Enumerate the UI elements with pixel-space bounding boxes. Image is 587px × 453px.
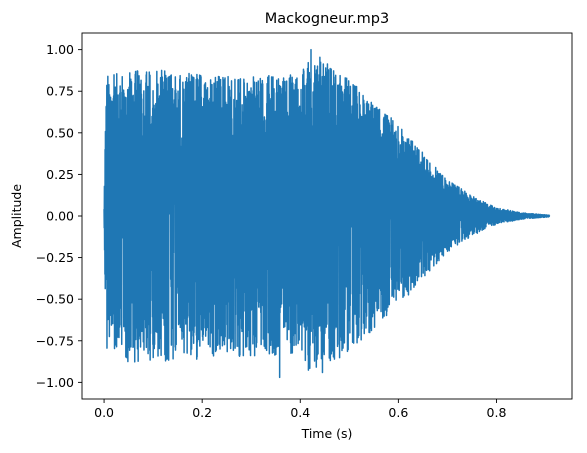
y-axis-label: Amplitude [9, 184, 24, 248]
plot-area [103, 48, 551, 379]
y-tick-label: −1.00 [36, 375, 74, 390]
y-tick-label: 0.00 [46, 209, 74, 224]
y-tick-label: 0.75 [46, 84, 74, 99]
axes: 0.0 0.2 0.4 0.6 0.8 −1.00 −0.75 −0.50 −0.25 0.00 0… [36, 32, 573, 420]
x-tick-label: 0.2 [192, 405, 212, 420]
y-tick-label: 0.50 [46, 125, 74, 140]
y-tick-label: −0.50 [36, 292, 74, 307]
x-tick-label: 0.4 [290, 405, 310, 420]
x-axis-label: Time (s) [301, 426, 353, 441]
chart-title: Mackogneur.mp3 [265, 11, 389, 27]
y-tick-label: −0.25 [36, 250, 74, 265]
x-tick-label: 0.0 [94, 405, 114, 420]
y-tick-label: −0.75 [36, 333, 74, 348]
x-tick-label: 0.8 [487, 405, 507, 420]
x-tick-label: 0.6 [388, 405, 408, 420]
y-tick-label: 1.00 [46, 42, 74, 57]
waveform-series-line [103, 48, 551, 379]
y-tick-label: 0.25 [46, 167, 74, 182]
